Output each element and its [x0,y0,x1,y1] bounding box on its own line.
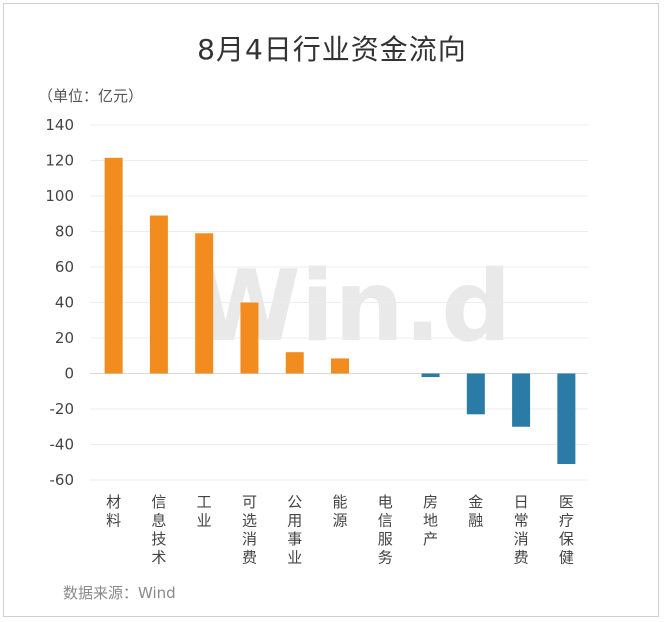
chart-title: 8月4日行业资金流向 [197,33,467,66]
y-axis-ticks: 140 120 100 80 60 40 20 0 -20 -40 -60 [45,116,74,489]
bar [331,358,349,374]
category-label: 能源 [332,493,347,530]
y-tick-label: 40 [55,294,74,312]
x-axis-labels: 材料 信息技术 工业 可选消费 公用事业 能源 电信服务 房地产 金融 日常消费 医疗保健 [106,493,574,567]
category-label: 公用事业 [287,493,302,567]
y-tick-label: -40 [50,436,75,454]
y-tick-label: 80 [55,223,74,241]
source-label: 数据来源：Wind [63,584,176,602]
y-tick-label: 120 [45,152,74,170]
y-tick-label: 20 [55,329,74,347]
bar [557,373,576,465]
grid-lines [90,124,588,481]
category-label: 医疗保健 [559,493,574,567]
y-tick-label: 140 [45,116,74,134]
unit-label: （单位：亿元） [38,87,144,105]
category-label: 信息技术 [151,493,166,567]
category-label: 电信服务 [378,493,393,567]
bar [285,352,304,374]
y-tick-label: -20 [50,400,75,418]
category-label: 日常消费 [514,493,529,567]
bar [149,215,168,374]
y-tick-label: 100 [45,187,74,205]
y-tick-label: 0 [64,365,74,383]
category-label: 金融 [468,493,483,530]
y-tick-label: 60 [55,258,74,276]
bars [104,157,576,465]
y-tick-label: -60 [50,471,75,489]
bar [195,233,214,374]
bar [512,373,531,427]
bar [240,302,259,374]
bar [466,373,485,415]
category-label: 工业 [197,493,212,530]
category-label: 房地产 [423,493,438,548]
category-label: 可选消费 [242,493,257,567]
bar [104,157,123,374]
category-label: 材料 [106,493,121,530]
bar [421,373,440,378]
